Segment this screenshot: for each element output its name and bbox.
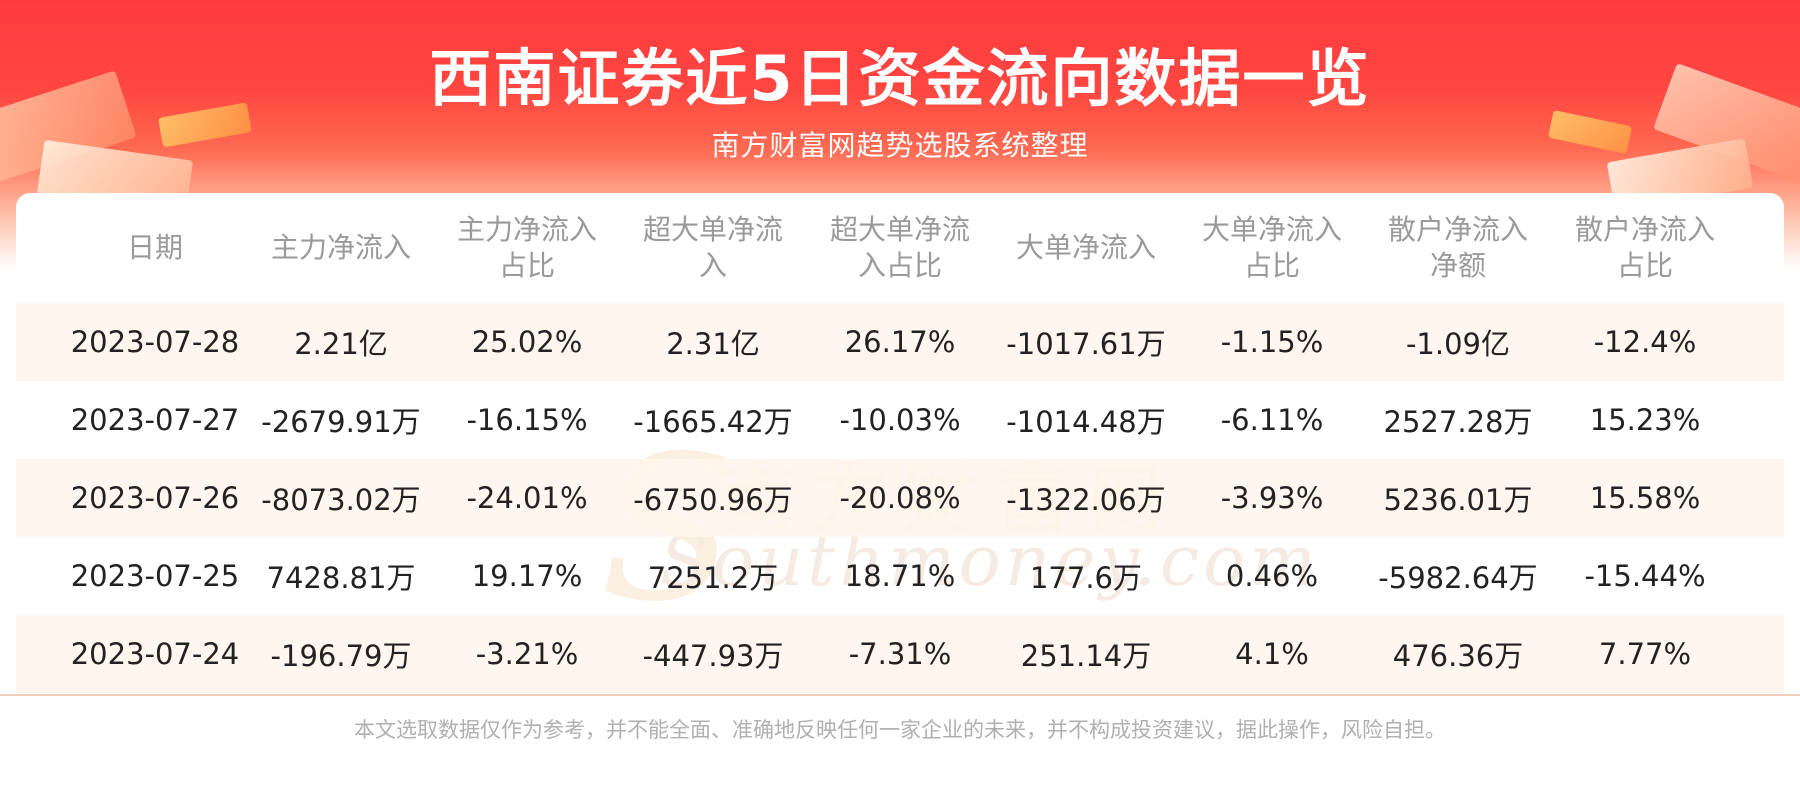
page-title: 西南证券近5日资金流向数据一览: [429, 42, 1371, 115]
cell-large-net-inflow: 177.6万: [1029, 561, 1143, 595]
cell-main-ratio: -16.15%: [466, 403, 588, 437]
column-header-xl-net-inflow: 超大单净流入: [620, 193, 806, 303]
cell-large-net-inflow: 251.14万: [1020, 639, 1152, 673]
table-row: 2023-07-27 -2679.91万 -16.15% -1665.42万 -10.0…: [16, 381, 1784, 459]
cell-xl-net-inflow: -1665.42万: [633, 405, 793, 439]
cell-large-net-inflow: -1017.61万: [1006, 327, 1166, 361]
cell-xl-net-inflow: -447.93万: [642, 639, 784, 673]
cell-main-net-inflow: 7428.81万: [266, 561, 416, 595]
column-header-line: 日期: [126, 231, 183, 264]
cell-xl-net-inflow: 7251.2万: [647, 561, 779, 595]
cell-retail-net-amount: 2527.28万: [1383, 405, 1533, 439]
cell-large-net-inflow: -1322.06万: [1006, 483, 1166, 517]
column-header-line: 散户净流入: [1574, 213, 1715, 246]
table-row: 2023-07-26 -8073.02万 -24.01% -6750.96万 -20.0…: [16, 459, 1784, 537]
cell-retail-ratio: 7.77%: [1598, 637, 1692, 671]
cell-large-ratio: -6.11%: [1220, 403, 1324, 437]
cell-date: 2023-07-27: [70, 403, 240, 437]
disclaimer-text: 本文选取数据仅作为参考，并不能全面、准确地反映任何一家企业的未来，并不构成投资建…: [354, 718, 1446, 742]
cell-date: 2023-07-25: [70, 559, 240, 593]
cell-main-net-inflow: 2.21亿: [294, 327, 388, 361]
cell-large-net-inflow: -1014.48万: [1006, 405, 1166, 439]
column-header-date: 日期: [62, 193, 248, 303]
cell-xl-ratio: -7.31%: [848, 637, 952, 671]
column-header-line: 大单净流入: [1015, 231, 1156, 264]
column-header-main-net-inflow: 主力净流入: [248, 193, 434, 303]
cell-retail-net-amount: 5236.01万: [1383, 483, 1533, 517]
cell-main-net-inflow: -196.79万: [270, 639, 412, 673]
cell-xl-ratio: 26.17%: [844, 325, 956, 359]
column-header-retail-ratio: 散户净流入 占比: [1552, 193, 1738, 303]
cell-main-ratio: -24.01%: [466, 481, 588, 515]
cell-main-ratio: -3.21%: [475, 637, 579, 671]
column-header-line: 散户净流入: [1387, 213, 1528, 246]
cell-retail-ratio: 15.23%: [1589, 403, 1701, 437]
column-header-line: 占比: [1243, 249, 1300, 282]
cell-retail-ratio: -12.4%: [1593, 325, 1697, 359]
column-header-retail-net-amount: 散户净流入 净额: [1365, 193, 1551, 303]
cell-xl-ratio: -10.03%: [839, 403, 961, 437]
column-header-line: 大单净流入: [1201, 213, 1342, 246]
table-row: 2023-07-24 -196.79万 -3.21% -447.93万 -7.31% 25…: [16, 615, 1784, 693]
cell-large-ratio: 0.46%: [1225, 559, 1319, 593]
cell-xl-net-inflow: 2.31亿: [666, 327, 760, 361]
column-header-xl-ratio: 超大单净流 入占比: [807, 193, 993, 303]
cell-date: 2023-07-28: [70, 325, 240, 359]
page-subtitle: 南方财富网趋势选股系统整理: [711, 129, 1089, 162]
cell-retail-net-amount: -5982.64万: [1378, 561, 1538, 595]
divider: [0, 694, 1800, 696]
table-card: [16, 193, 1784, 695]
cell-main-net-inflow: -2679.91万: [261, 405, 421, 439]
cell-large-ratio: -1.15%: [1220, 325, 1324, 359]
cell-retail-net-amount: -1.09亿: [1405, 327, 1511, 361]
cell-retail-ratio: 15.58%: [1589, 481, 1701, 515]
cell-xl-ratio: 18.71%: [844, 559, 956, 593]
column-header-line: 入: [698, 249, 727, 282]
cell-main-ratio: 25.02%: [471, 325, 583, 359]
column-header-line: 占比: [498, 249, 555, 282]
column-header-line: 占比: [1616, 249, 1673, 282]
column-header-line: 净额: [1429, 249, 1486, 282]
table-row: 2023-07-25 7428.81万 19.17% 7251.2万 18.71% 177…: [16, 537, 1784, 615]
column-header-line: 主力净流入: [456, 213, 597, 246]
column-header-main-ratio: 主力净流入 占比: [434, 193, 620, 303]
cell-main-ratio: 19.17%: [471, 559, 583, 593]
table-header-row: 日期 主力净流入 主力净流入 占比 超大单净流入超大单净流 入占比 大单净流入 大单净流入 占比…: [16, 193, 1784, 303]
column-header-large-ratio: 大单净流入 占比: [1179, 193, 1365, 303]
cell-large-ratio: 4.1%: [1235, 637, 1309, 671]
cell-date: 2023-07-26: [70, 481, 240, 515]
column-header-line: 主力净流入: [270, 231, 411, 264]
cell-date: 2023-07-24: [70, 637, 240, 671]
cell-large-ratio: -3.93%: [1220, 481, 1324, 515]
cell-xl-net-inflow: -6750.96万: [633, 483, 793, 517]
column-header-large-net-inflow: 大单净流入: [993, 193, 1179, 303]
column-header-line: 入占比: [857, 249, 942, 282]
cell-xl-ratio: -20.08%: [839, 481, 961, 515]
cell-retail-ratio: -15.44%: [1584, 559, 1706, 593]
column-header-line: 超大单净流: [642, 213, 783, 246]
column-header-line: 超大单净流: [829, 213, 970, 246]
cell-main-net-inflow: -8073.02万: [261, 483, 421, 517]
table-row: 2023-07-28 2.21亿 25.02% 2.31亿 26.17% -1017.61…: [16, 303, 1784, 381]
cell-retail-net-amount: 476.36万: [1392, 639, 1524, 673]
